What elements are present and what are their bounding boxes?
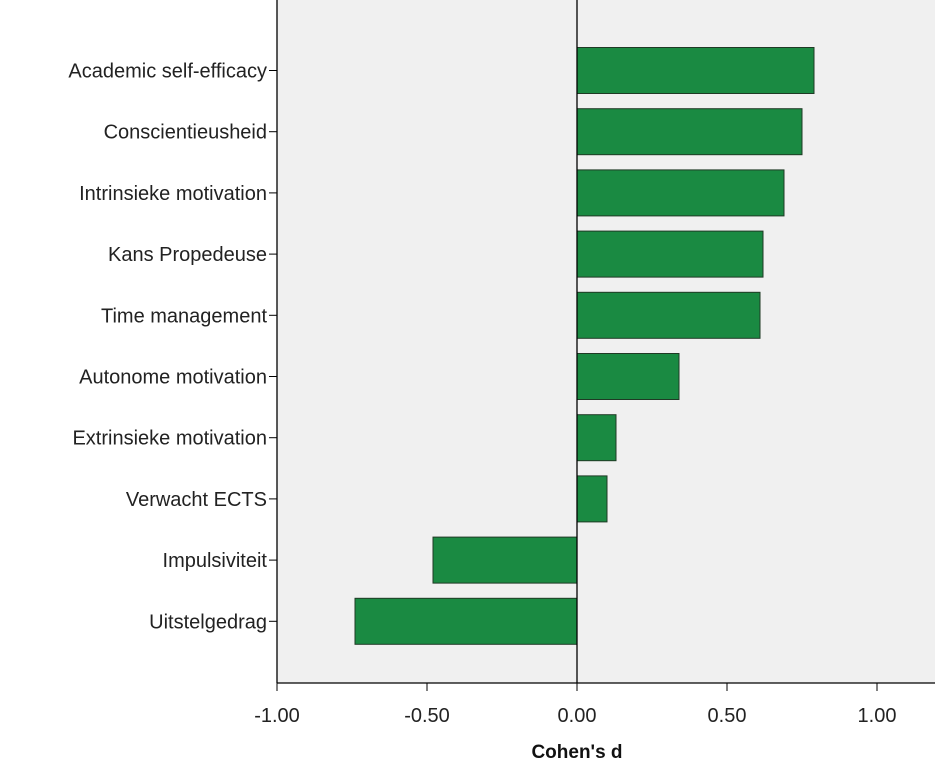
category-label-4: Time management <box>101 305 267 327</box>
bar-7 <box>576 475 608 523</box>
category-label-7: Verwacht ECTS <box>126 489 267 511</box>
x-axis-title: Cohen's d <box>531 742 622 763</box>
category-label-8: Impulsiviteit <box>163 550 268 572</box>
category-label-2: Intrinsieke motivation <box>79 183 267 205</box>
x-tick-label-1: -0.50 <box>404 705 450 727</box>
x-tick-label-4: 1.00 <box>858 705 897 727</box>
category-labels: Academic self-efficacy Conscientieusheid I… <box>68 61 277 633</box>
category-label-0: Academic self-efficacy <box>68 61 267 83</box>
category-label-5: Autonome motivation <box>79 367 267 389</box>
plot-area <box>277 0 935 683</box>
bar-5 <box>576 353 680 400</box>
bars-group <box>354 47 815 645</box>
bar-0 <box>576 47 815 94</box>
category-label-3: Kans Propedeuse <box>108 244 267 266</box>
bar-1 <box>576 108 803 156</box>
bar-9 <box>354 597 578 645</box>
bar-6 <box>576 414 617 462</box>
bar-2 <box>576 169 785 217</box>
x-axis-ticks: -1.00 -0.50 0.00 0.50 1.00 <box>254 683 896 727</box>
category-label-9: Uitstelgedrag <box>149 611 267 633</box>
x-tick-label-0: -1.00 <box>254 705 300 727</box>
bar-8 <box>432 536 578 584</box>
bar-4 <box>576 291 761 339</box>
x-tick-label-3: 0.50 <box>708 705 747 727</box>
category-label-1: Conscientieusheid <box>104 122 267 144</box>
category-label-6: Extrinsieke motivation <box>72 428 267 450</box>
x-tick-label-2: 0.00 <box>558 705 597 727</box>
bar-3 <box>576 230 764 278</box>
